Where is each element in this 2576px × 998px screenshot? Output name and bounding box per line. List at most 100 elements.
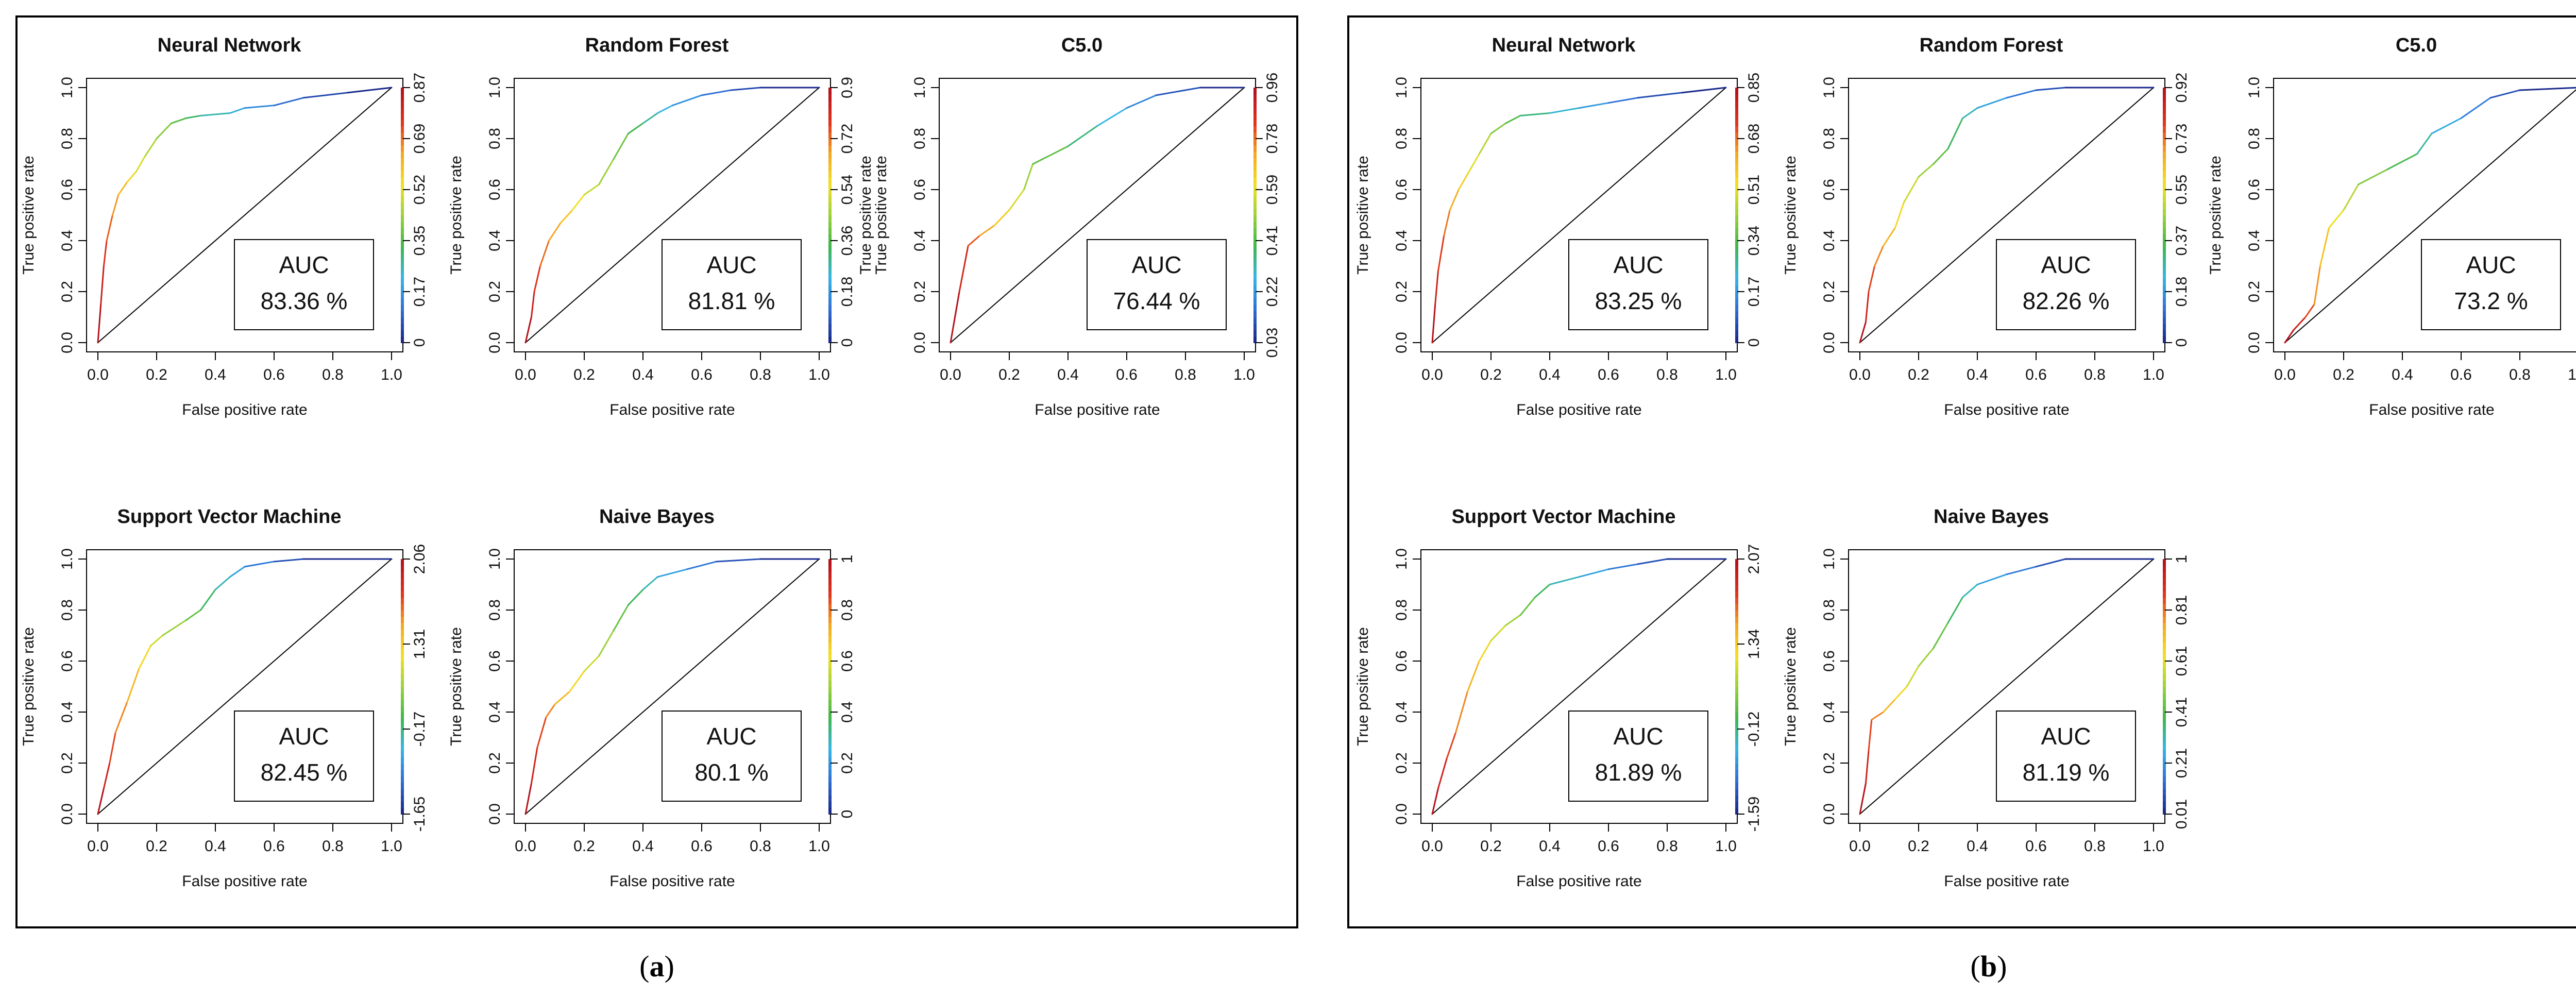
- x-tick-label: 1.0: [1715, 366, 1737, 383]
- roc-curve-segment: [979, 224, 995, 236]
- colorbar-segment: [1735, 686, 1738, 693]
- colorbar-segment: [2163, 88, 2166, 95]
- roc-curve-segment: [1478, 132, 1492, 155]
- y-tick-label: 0.8: [1821, 128, 1838, 149]
- roc-curve-segment: [1607, 97, 1639, 104]
- cutoff-tick-label: 1.31: [411, 629, 428, 659]
- roc-curve-segment: [1067, 125, 1098, 147]
- colorbar-segment: [401, 737, 404, 745]
- roc-curve-segment: [536, 716, 547, 749]
- auc-box: [234, 711, 374, 802]
- auc-box: [1568, 239, 1708, 330]
- colorbar-segment: [401, 317, 404, 324]
- colorbar-segment: [828, 298, 832, 305]
- colorbar-segment: [401, 661, 404, 668]
- colorbar-segment: [2163, 712, 2166, 719]
- cutoff-tick-label: 1: [2173, 555, 2190, 564]
- colorbar-segment: [828, 718, 832, 725]
- colorbar-segment: [1735, 616, 1738, 623]
- colorbar-segment: [401, 763, 404, 770]
- colorbar-segment: [2163, 782, 2166, 789]
- colorbar-segment: [1735, 699, 1738, 706]
- colorbar-segment: [1735, 228, 1738, 235]
- colorbar-segment: [401, 610, 404, 617]
- colorbar-segment: [1735, 622, 1738, 630]
- roc-curve-segment: [1868, 265, 1875, 293]
- colorbar-segment: [2163, 158, 2166, 165]
- x-axis-label: False positive rate: [2369, 401, 2494, 418]
- x-tick-label: 0.6: [2025, 366, 2047, 383]
- y-tick-label: 0.6: [486, 179, 503, 200]
- colorbar-segment: [1735, 712, 1738, 719]
- colorbar-segment: [828, 559, 832, 566]
- colorbar-segment: [1735, 139, 1738, 146]
- x-tick-label: 0.4: [205, 838, 226, 855]
- x-tick-label: 1.0: [381, 366, 402, 383]
- colorbar-segment: [1735, 578, 1738, 585]
- colorbar-segment: [401, 801, 404, 808]
- colorbar-segment: [2163, 272, 2166, 280]
- colorbar-segment: [1735, 565, 1738, 572]
- colorbar-segment: [828, 304, 832, 312]
- roc-curve-segment: [1443, 209, 1451, 236]
- roc-curve-segment: [967, 234, 981, 247]
- x-tick-label: 0.8: [2084, 366, 2106, 383]
- y-tick-label: 0.8: [59, 599, 76, 621]
- y-tick-label: 0.8: [486, 599, 503, 621]
- x-tick-label: 0.4: [632, 366, 654, 383]
- roc-curve-segment: [214, 576, 231, 590]
- auc-box: [662, 711, 802, 802]
- colorbar-segment: [1253, 107, 1257, 114]
- colorbar-segment: [2163, 241, 2166, 248]
- roc-curve-segment: [583, 183, 600, 196]
- roc-curve-segment: [100, 265, 105, 306]
- colorbar-segment: [828, 183, 832, 190]
- roc-curve-segment: [539, 240, 550, 267]
- colorbar-segment: [401, 559, 404, 566]
- roc-chart-a-0: Neural Network 0.0 0.2 0.4 0.6 0.8 1.0 0.0 0.2 0.…: [20, 35, 428, 418]
- colorbar-segment: [1253, 285, 1257, 292]
- roc-curve-segment: [598, 158, 615, 185]
- auc-box: [662, 239, 802, 330]
- auc-label: AUC: [1613, 251, 1663, 278]
- y-tick-label: 0.8: [911, 128, 928, 149]
- roc-chart-a-2: C5.0 0.0 0.2 0.4 0.6 0.8 1.0 0.0 0.2 0.4 0.6 0.8 1.0…: [873, 35, 1281, 418]
- colorbar-segment: [828, 247, 832, 254]
- x-tick-label: 0.2: [146, 838, 167, 855]
- colorbar-segment: [828, 221, 832, 229]
- colorbar-segment: [401, 234, 404, 241]
- panel-a-frame: [15, 15, 1298, 928]
- colorbar-segment: [1253, 215, 1257, 222]
- colorbar-segment: [1735, 737, 1738, 745]
- colorbar-segment: [1253, 228, 1257, 235]
- colorbar-segment: [828, 158, 832, 165]
- colorbar-segment: [1735, 202, 1738, 210]
- x-axis-label: False positive rate: [1516, 873, 1641, 890]
- colorbar-segment: [401, 279, 404, 286]
- roc-curve-segment: [114, 701, 128, 734]
- colorbar-segment: [1735, 807, 1738, 815]
- colorbar-segment: [828, 336, 832, 343]
- colorbar-segment: [1735, 629, 1738, 636]
- colorbar-segment: [2163, 177, 2166, 184]
- chart-title: C5.0: [2396, 35, 2437, 56]
- colorbar-segment: [1735, 667, 1738, 674]
- cutoff-tick-label: 1.34: [1745, 629, 1762, 659]
- colorbar-segment: [828, 756, 832, 764]
- cutoff-tick-label: 0.9: [839, 77, 856, 98]
- x-tick-label: 0.8: [1656, 366, 1678, 383]
- colorbar-segment: [401, 119, 404, 127]
- x-tick-label: 1.0: [381, 838, 402, 855]
- colorbar-segment: [401, 139, 404, 146]
- roc-curve-segment: [642, 112, 658, 124]
- colorbar-segment: [2163, 629, 2166, 636]
- colorbar-segment: [1253, 202, 1257, 210]
- colorbar-segment: [401, 782, 404, 789]
- chart-title: Random Forest: [585, 35, 729, 56]
- colorbar-segment: [1253, 317, 1257, 324]
- colorbar-segment: [1735, 597, 1738, 604]
- y-axis-label-right: True positive rate: [857, 156, 874, 275]
- roc-curve-segment: [117, 181, 128, 196]
- colorbar-segment: [828, 145, 832, 152]
- colorbar-segment: [1735, 654, 1738, 662]
